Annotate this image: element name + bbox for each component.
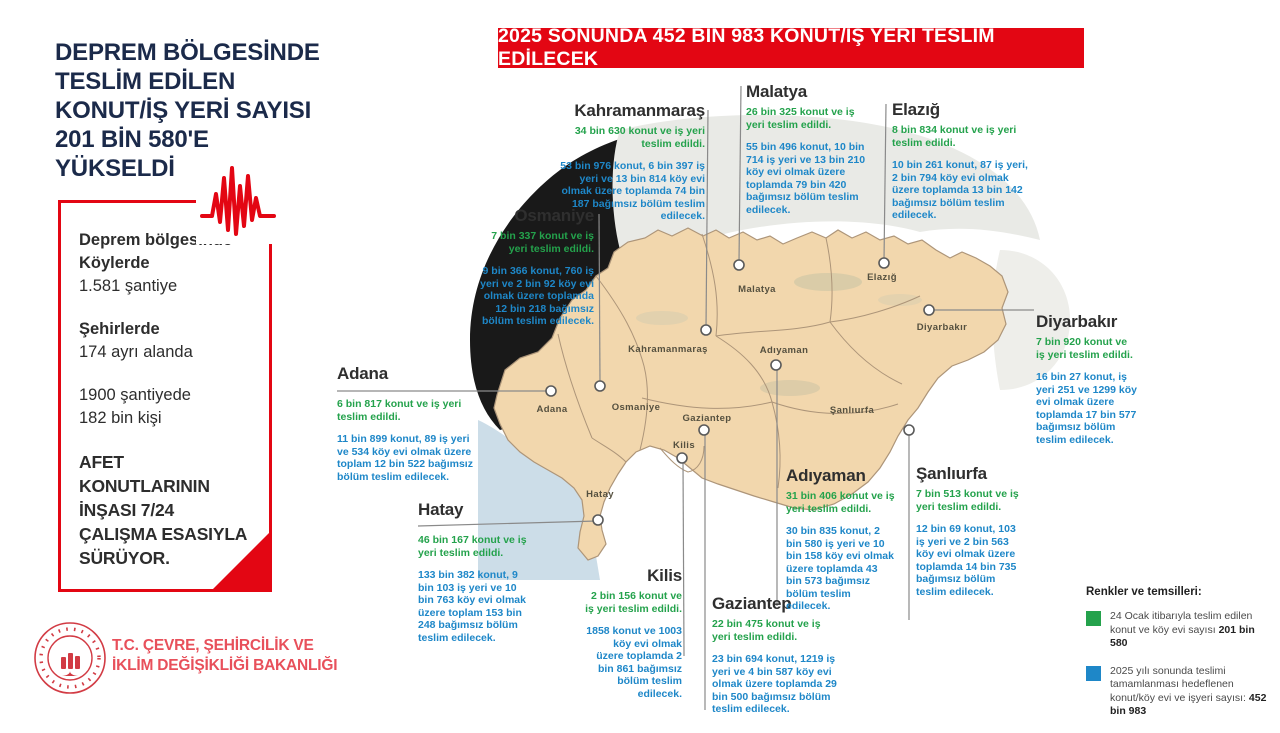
city-title: Gaziantep	[712, 594, 792, 613]
city-block-sanliurfa: Şanlıurfa 7 bin 513 konut ve iş yeri tes…	[916, 464, 1020, 608]
city-block-elazig: Elazığ 8 bin 834 konut ve iş yeri teslim…	[892, 100, 1030, 232]
map-label-elazig: Elazığ	[867, 272, 897, 283]
city-title: Adana	[337, 364, 388, 383]
city-title: Diyarbakır	[1036, 312, 1118, 331]
city-delivered-text: 34 bin 630 konut ve iş yeri teslim edild…	[574, 125, 705, 150]
blue-swatch-icon	[1086, 665, 1101, 681]
city-delivered-text: 6 bin 817 konut ve iş yeri teslim edildi…	[337, 398, 462, 423]
city-title: Adıyaman	[786, 466, 866, 485]
map-label-malatya: Malatya	[738, 284, 776, 295]
legend-text: 24 Ocak itibarıyla teslim edilen konut v…	[1110, 610, 1253, 636]
stats-item-value: 174 ayrı alanda	[79, 343, 193, 361]
map-label-sanliurfa: Şanlıurfa	[830, 405, 875, 416]
legend-item-text: 2025 yılı sonunda teslimi tamamlanması h…	[1110, 665, 1272, 719]
city-block-diyarbakir: Diyarbakır 7 bin 920 konut ve iş yeri te…	[1036, 312, 1138, 456]
city-delivered-text: 7 bin 920 konut ve iş yeri teslim edildi…	[1036, 336, 1133, 361]
city-planned-text: 133 bin 382 konut, 9 bin 103 iş yeri ve …	[418, 569, 526, 644]
city-delivered-text: 26 bin 325 konut ve iş yeri teslim edild…	[746, 106, 855, 131]
province-labels: Adana Osmaniye Kahramanmaraş Malatya Ela…	[536, 272, 967, 500]
stats-highlight-text: AFET KONUTLARININ İNŞASI 7/24 ÇALIŞMA ES…	[79, 452, 248, 568]
city-planned-text: 53 bin 976 konut, 6 bin 397 iş yeri ve 1…	[560, 160, 705, 222]
city-title: Kahramanmaraş	[574, 101, 705, 120]
stats-item-villages: Deprem bölgesinde Köylerde 1.581 şantiye	[79, 229, 251, 298]
mediterranean-sea	[478, 420, 600, 580]
map-label-hatay: Hatay	[586, 489, 614, 500]
city-title: Osmaniye	[514, 206, 594, 225]
stats-item-cities: Şehirlerde 174 ayrı alanda	[79, 318, 251, 364]
stats-item-workers: 1900 şantiyede 182 bin kişi	[79, 386, 191, 427]
city-delivered-text: 22 bin 475 konut ve iş yeri teslim edild…	[712, 618, 821, 643]
terrain-texture	[636, 311, 688, 325]
legend-text: 2025 yılı sonunda teslimi tamamlanması h…	[1110, 664, 1249, 704]
map-label-osmaniye: Osmaniye	[612, 402, 661, 413]
terrain-blob-east	[992, 250, 1070, 390]
page-title: DEPREM BÖLGESİNDE TESLİM EDİLEN KONUT/İŞ…	[55, 39, 320, 182]
terrain-texture	[794, 273, 862, 291]
terrain-blob-north	[612, 115, 1040, 252]
city-block-adiyaman: Adıyaman 31 bin 406 konut ve iş yeri tes…	[786, 466, 896, 623]
terrain-texture	[878, 294, 922, 306]
city-delivered-text: 31 bin 406 konut ve iş yeri teslim edild…	[786, 490, 895, 515]
legend-item-delivered: 24 Ocak itibarıyla teslim edilen konut v…	[1086, 610, 1272, 651]
map-label-gaziantep: Gaziantep	[683, 413, 732, 424]
city-delivered-text: 8 bin 834 konut ve iş yeri teslim edildi…	[892, 124, 1017, 149]
city-planned-text: 55 bin 496 konut, 10 bin 714 iş yeri ve …	[746, 141, 866, 216]
city-planned-text: 9 bin 366 konut, 760 iş yeri ve 2 bin 92…	[480, 265, 594, 327]
ministry-name: T.C. ÇEVRE, ŞEHİRCİLİK VE İKLİM DEĞİŞİKL…	[112, 637, 338, 674]
city-planned-text: 12 bin 69 konut, 103 iş yeri ve 2 bin 56…	[916, 523, 1017, 598]
city-title: Kilis	[647, 566, 682, 585]
legend-title: Renkler ve temsilleri:	[1086, 586, 1202, 598]
city-title: Şanlıurfa	[916, 464, 987, 483]
green-swatch-icon	[1086, 611, 1101, 626]
city-title: Elazığ	[892, 100, 940, 119]
city-delivered-text: 7 bin 513 konut ve iş yeri teslim edildi…	[916, 488, 1019, 513]
map-label-kahramanmaras: Kahramanmaraş	[628, 344, 708, 355]
legend-number: 201 bin 580	[1110, 623, 1255, 650]
city-planned-text: 30 bin 835 konut, 2 bin 580 iş yeri ve 1…	[786, 525, 894, 612]
city-block-osmaniye: Osmaniye 7 bin 337 konut ve iş yeri tesl…	[478, 206, 594, 338]
city-delivered-text: 2 bin 156 konut ve iş yeri teslim edildi…	[585, 590, 682, 615]
city-block-kilis: Kilis 2 bin 156 konut ve iş yeri teslim …	[584, 566, 682, 710]
city-planned-text: 23 bin 694 konut, 1219 iş yeri ve 4 bin …	[712, 653, 837, 715]
stats-item-title: Şehirlerde	[79, 320, 160, 338]
map-label-kilis: Kilis	[673, 440, 695, 451]
city-planned-text: 11 bin 899 konut, 89 iş yeri ve 534 köy …	[337, 433, 473, 483]
legend-item-text: 24 Ocak itibarıyla teslim edilen konut v…	[1110, 610, 1272, 651]
legend: Renkler ve temsilleri: 24 Ocak itibarıyl…	[1086, 586, 1272, 733]
legend-item-planned: 2025 yılı sonunda teslimi tamamlanması h…	[1086, 665, 1272, 719]
ministry-emblem-icon	[34, 622, 106, 694]
seismograph-icon	[196, 164, 280, 244]
callout-dots	[545, 257, 935, 526]
city-planned-text: 10 bin 261 konut, 87 iş yeri, 2 bin 794 …	[892, 159, 1028, 221]
city-block-kahramanmaras: Kahramanmaraş 34 bin 630 konut ve iş yer…	[558, 101, 705, 233]
construction-stats-box: Deprem bölgesinde Köylerde 1.581 şantiye…	[58, 200, 272, 592]
city-title: Hatay	[418, 500, 464, 519]
stats-item-value: 1.581 şantiye	[79, 277, 178, 295]
map-label-adiyaman: Adıyaman	[760, 345, 809, 356]
city-block-malatya: Malatya 26 bin 325 konut ve iş yeri tesl…	[746, 82, 868, 226]
province-borders	[557, 233, 921, 489]
map-label-diyarbakir: Diyarbakır	[917, 322, 967, 333]
headline-banner: 2025 SONUNDA 452 BİN 983 KONUT/İŞ YERİ T…	[498, 25, 1084, 70]
city-block-hatay: Hatay 46 bin 167 konut ve iş yeri teslim…	[418, 500, 530, 654]
folded-corner-decoration	[213, 533, 269, 589]
legend-number: 452 bin 983	[1110, 691, 1267, 718]
city-title: Malatya	[746, 82, 807, 101]
terrain-texture	[760, 380, 820, 396]
city-delivered-text: 7 bin 337 konut ve iş yeri teslim edildi…	[491, 230, 594, 255]
callout-lines	[337, 85, 1034, 710]
stats-item-title: Deprem bölgesinde Köylerde	[79, 231, 233, 272]
city-planned-text: 1858 konut ve 1003 köy evi olmak üzere t…	[586, 625, 682, 700]
city-delivered-text: 46 bin 167 konut ve iş yeri teslim edild…	[418, 534, 527, 559]
map-label-adana: Adana	[536, 404, 567, 415]
city-planned-text: 16 bin 27 konut, iş yeri 251 ve 1299 köy…	[1036, 371, 1138, 446]
city-block-adana: Adana 6 bin 817 konut ve iş yeri teslim …	[337, 364, 475, 493]
city-block-gaziantep: Gaziantep 22 bin 475 konut ve iş yeri te…	[712, 594, 842, 726]
